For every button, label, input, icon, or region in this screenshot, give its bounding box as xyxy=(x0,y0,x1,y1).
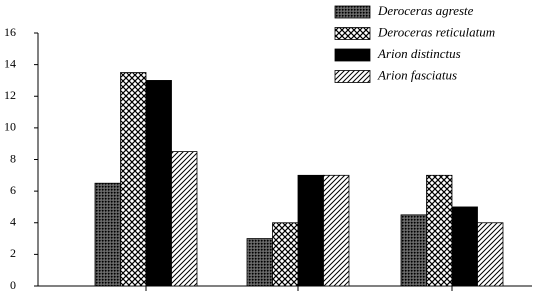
legend-label: Deroceras reticulatum xyxy=(377,24,495,39)
bar xyxy=(451,206,478,287)
bar xyxy=(171,151,198,287)
legend-label: Arion distinctus xyxy=(377,46,461,61)
bar xyxy=(120,72,147,287)
legend-swatch xyxy=(334,5,371,19)
bar xyxy=(145,80,172,287)
legend-swatch xyxy=(334,48,371,62)
bar xyxy=(323,174,350,287)
y-tick-label: 14 xyxy=(4,56,16,70)
y-tick-label: 16 xyxy=(4,25,16,39)
bar xyxy=(297,174,324,287)
y-tick-label: 4 xyxy=(10,215,16,229)
y-tick-label: 0 xyxy=(10,278,16,292)
y-tick-label: 6 xyxy=(10,183,16,197)
bar xyxy=(477,222,504,287)
bar xyxy=(246,238,273,287)
y-tick-label: 8 xyxy=(10,151,16,165)
legend-swatch xyxy=(334,70,371,83)
y-tick-label: 12 xyxy=(4,88,16,102)
bar xyxy=(426,174,453,287)
legend-swatch xyxy=(334,27,371,40)
legend-label: Arion fasciatus xyxy=(377,67,457,82)
bar xyxy=(272,222,299,287)
legend-label: Deroceras agreste xyxy=(377,3,474,18)
y-tick-label: 2 xyxy=(10,246,16,260)
bar xyxy=(94,182,121,287)
y-tick-label: 10 xyxy=(4,120,16,134)
bar xyxy=(400,214,427,287)
